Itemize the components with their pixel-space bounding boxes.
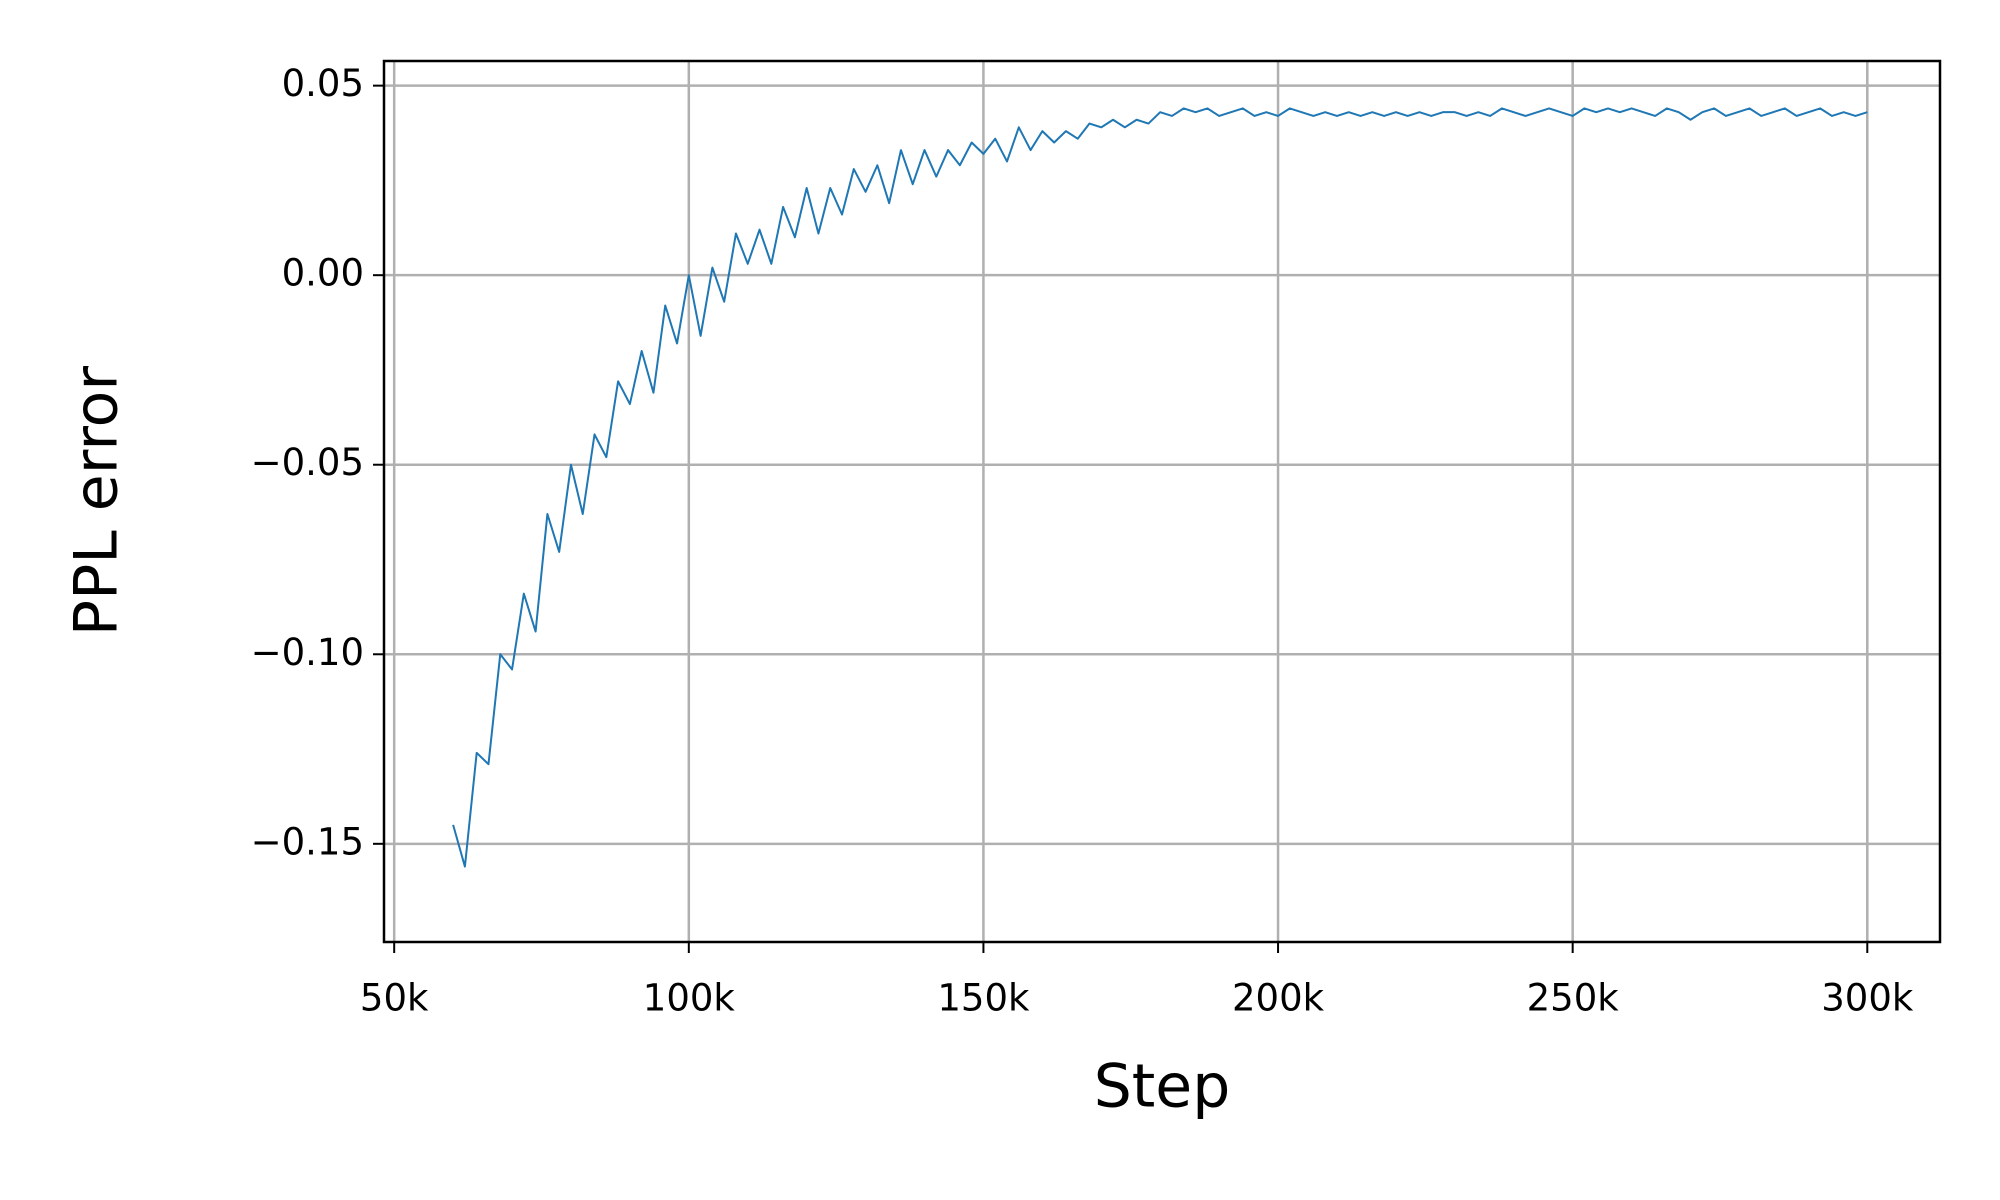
x-tick-label: 100k	[643, 977, 736, 1020]
y-tick-label: 0.05	[282, 62, 364, 105]
x-tick-label: 50k	[360, 977, 429, 1020]
x-tick-label: 200k	[1232, 977, 1325, 1020]
x-axis-label: Step	[1094, 1052, 1231, 1122]
x-tick-label: 250k	[1527, 977, 1620, 1020]
y-tick-label: 0.00	[282, 252, 364, 295]
y-tick-label: −0.05	[251, 441, 364, 484]
y-tick-label: −0.15	[251, 820, 364, 863]
y-axis-label: PPL error	[62, 366, 132, 636]
data-line	[452, 107, 1868, 868]
plot-frame	[382, 59, 1942, 944]
y-tick-label: −0.10	[251, 631, 364, 674]
x-tick-label: 150k	[937, 977, 1030, 1020]
x-tick-label: 300k	[1821, 977, 1914, 1020]
